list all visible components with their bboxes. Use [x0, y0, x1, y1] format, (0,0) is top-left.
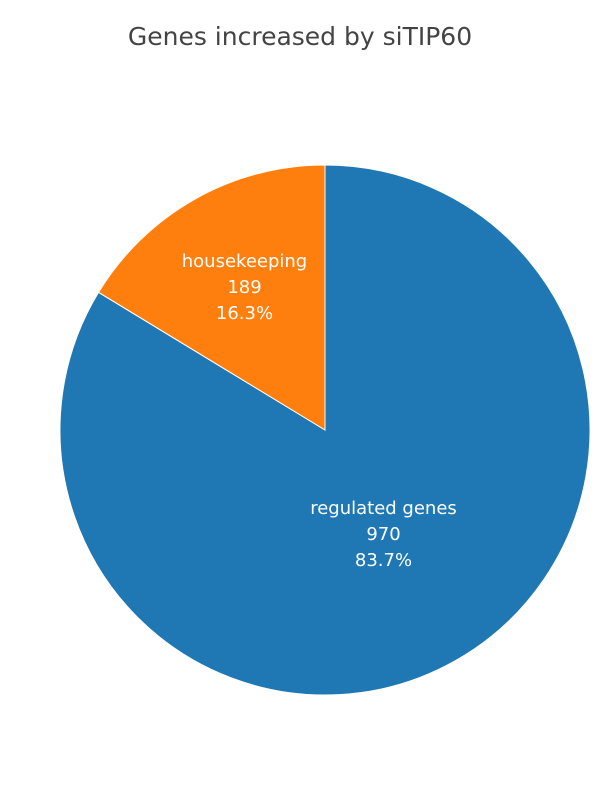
- pie-slice-housekeeping: [97, 164, 326, 431]
- slice-label-name: housekeeping: [182, 251, 307, 272]
- slice-label-value: 189: [227, 277, 261, 298]
- slice-label-name: regulated genes: [310, 498, 457, 519]
- slice-label-value: 970: [366, 524, 400, 545]
- chart-title: Genes increased by siTIP60: [127, 22, 473, 51]
- slice-label-percent: 16.3%: [216, 303, 273, 324]
- slice-label-percent: 83.7%: [355, 550, 412, 571]
